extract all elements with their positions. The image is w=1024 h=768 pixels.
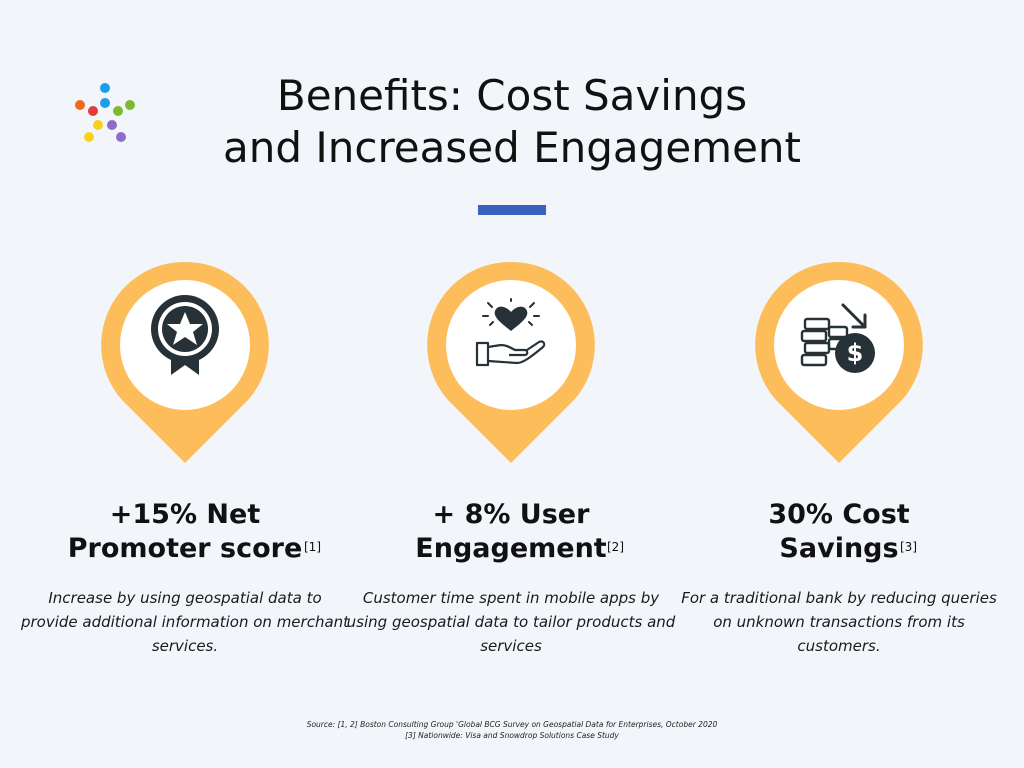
benefit-heading-line: 30% Cost [768, 499, 910, 530]
benefit-heading-line: +15% Net [109, 499, 261, 530]
reference-marker: [3] [900, 540, 917, 554]
source-footnote: Source: [1, 2] Boston Consulting Group '… [0, 719, 1024, 741]
benefit-heading-line: Savings [779, 533, 899, 564]
svg-text:$: $ [847, 339, 864, 367]
source-line: Source: [1, 2] Boston Consulting Group '… [306, 720, 718, 729]
logo-dot [100, 83, 110, 93]
logo-dot [84, 132, 94, 142]
benefit-description: Customer time spent in mobile apps by us… [346, 589, 676, 655]
logo-dot [113, 106, 123, 116]
source-line: [3] Nationwide: Visa and Snowdrop Soluti… [405, 731, 619, 740]
benefit-heading-line: + 8% User [432, 499, 590, 530]
coins-dollar-down-icon: $ [800, 303, 875, 373]
page-title: Benefits: Cost Savings and Increased Eng… [0, 70, 1024, 174]
logo-dot [75, 100, 85, 110]
award-ribbon-star-icon [151, 295, 219, 375]
reference-marker: [2] [607, 540, 624, 554]
title-underline [478, 205, 546, 215]
logo-dot [107, 120, 117, 130]
logo-dot [100, 98, 110, 108]
benefit-heading: + 8% User Engagement [2] [346, 498, 676, 566]
benefit-description: For a traditional bank by reducing queri… [681, 589, 997, 655]
logo-dot [88, 106, 98, 116]
title-line: and Increased Engagement [222, 123, 801, 172]
logo [72, 80, 142, 150]
logo-dot [116, 132, 126, 142]
benefit-heading-line: Promoter score [67, 533, 303, 564]
benefit-description: Increase by using geospatial data to pro… [20, 589, 350, 655]
hand-heart-icon [475, 298, 546, 367]
logo-dot [125, 100, 135, 110]
benefit-heading: 30% Cost Savings [3] [674, 498, 1004, 566]
benefit-heading: +15% Net Promoter score [1] [20, 498, 350, 566]
benefit-heading-line: Engagement [415, 533, 607, 564]
title-line: Benefits: Cost Savings [276, 71, 748, 120]
logo-dot [93, 120, 103, 130]
reference-marker: [1] [304, 540, 321, 554]
